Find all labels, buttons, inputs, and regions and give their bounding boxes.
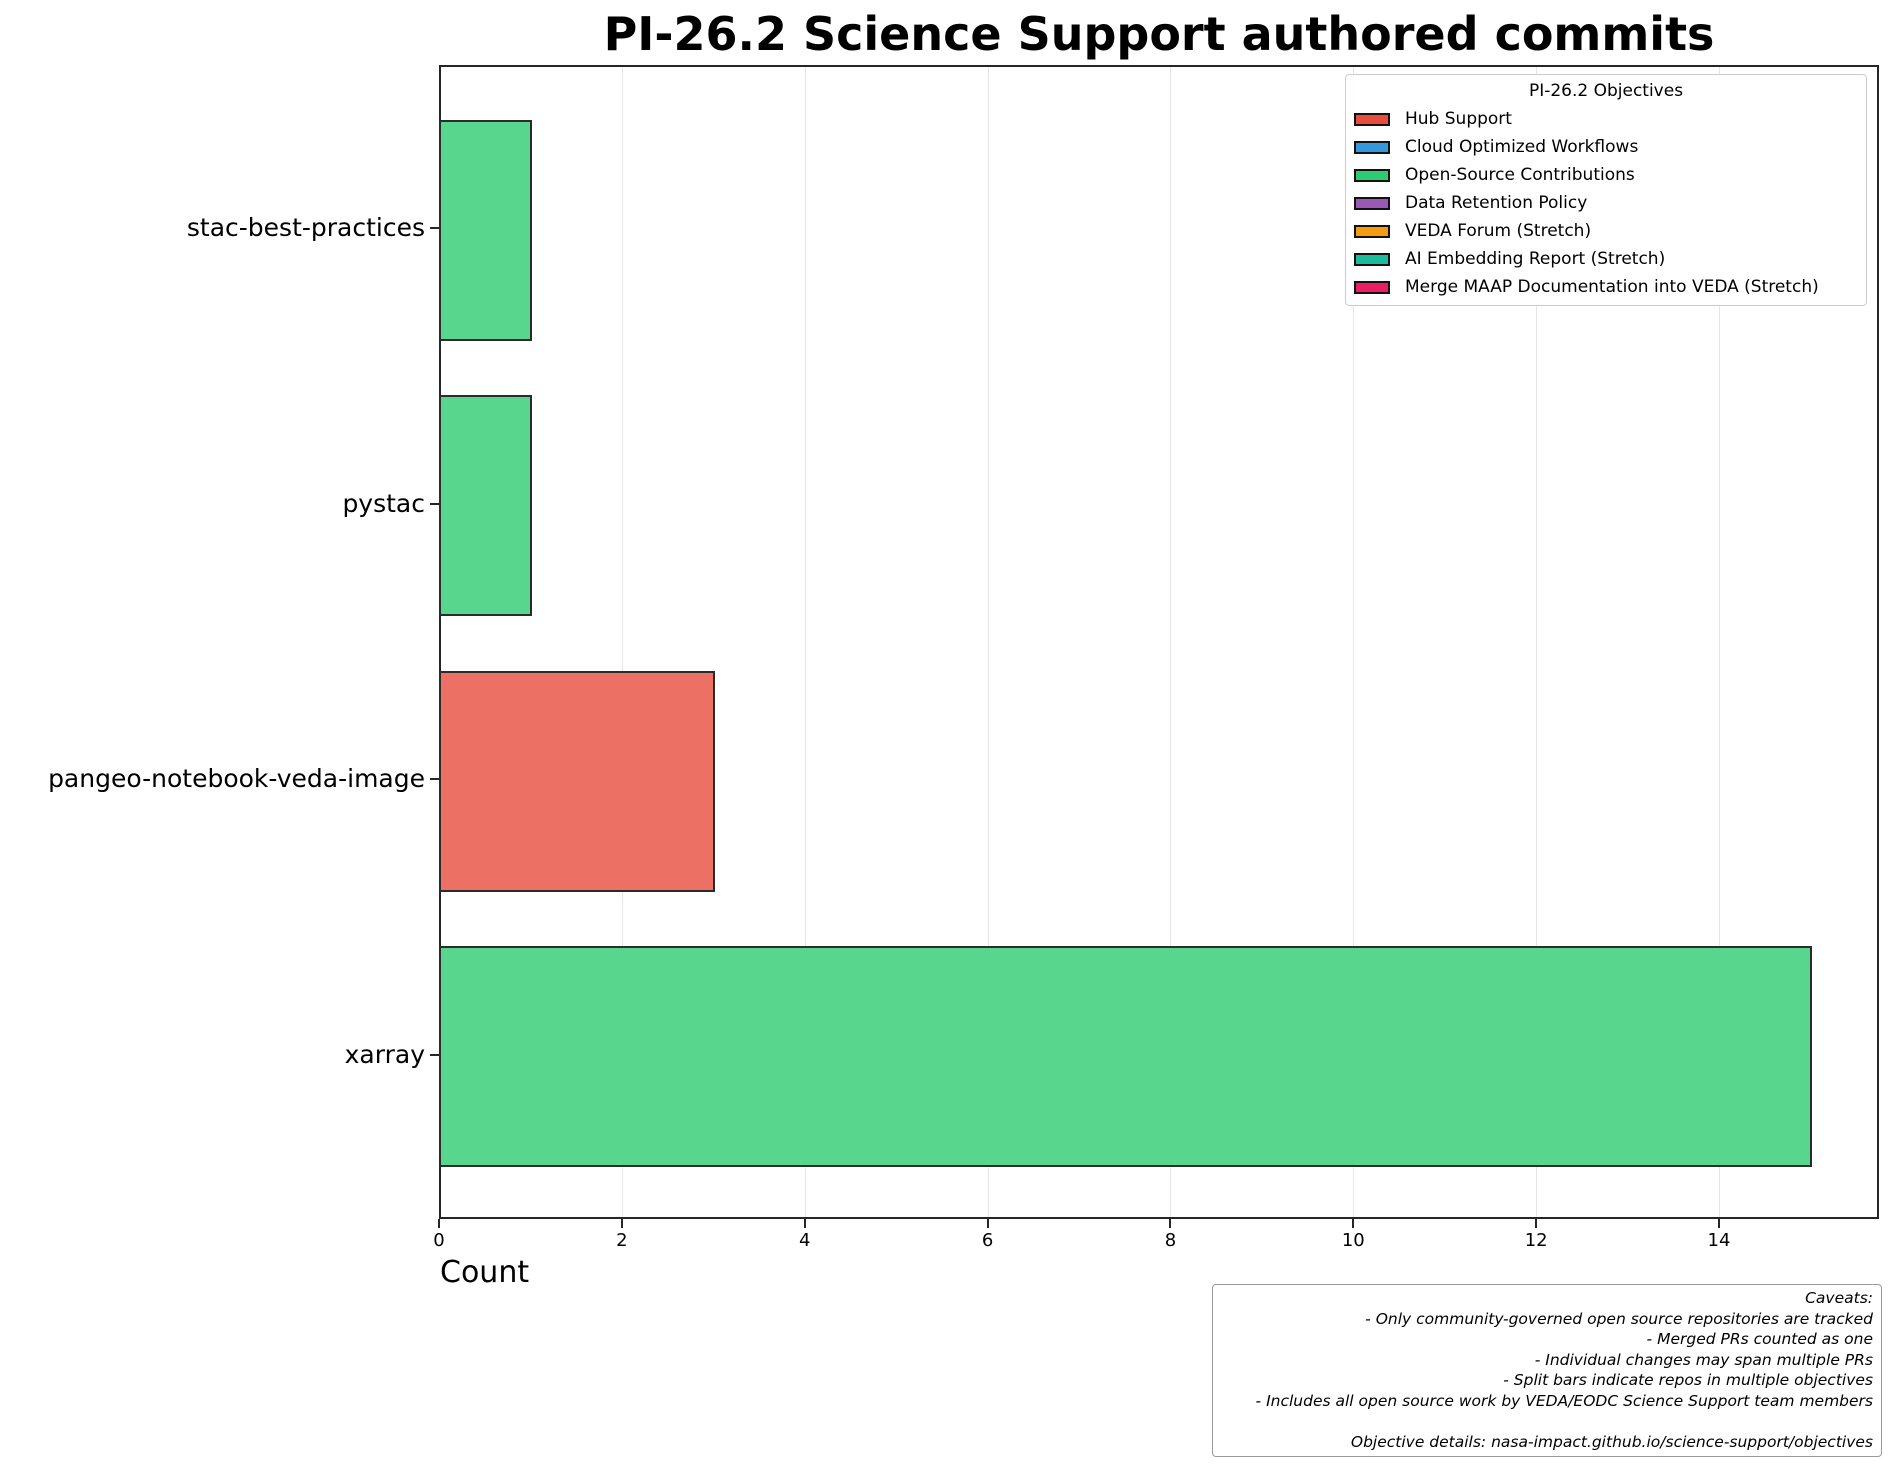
- legend-swatch-icon: [1354, 196, 1390, 210]
- y-tick: [430, 1053, 439, 1056]
- caveat-line: - Merged PRs counted as one: [1646, 1330, 1873, 1348]
- x-tick-label: 6: [981, 1230, 994, 1251]
- legend-swatch-icon: [1354, 252, 1390, 266]
- legend-label: Data Retention Policy: [1405, 193, 1588, 213]
- bar-stac-best-practices: [439, 119, 533, 341]
- bar-pangeo-notebook-veda-image: [439, 670, 716, 892]
- y-tick-label: pystac: [342, 488, 425, 518]
- x-gridline: [1353, 67, 1355, 1217]
- chart-title: PI-26.2 Science Support authored commits: [603, 7, 1715, 61]
- caveat-line: - Includes all open source work by VEDA/…: [1255, 1391, 1873, 1410]
- legend: PI-26.2 Objectives Hub Support Cloud Opti…: [1345, 74, 1867, 306]
- bar-pystac: [439, 395, 533, 616]
- y-tick-label: xarray: [344, 1039, 425, 1069]
- x-tick-label: 14: [1707, 1230, 1731, 1251]
- legend-label: Merge MAAP Documentation into VEDA (Stre…: [1405, 277, 1819, 297]
- y-tick-label: pangeo-notebook-veda-image: [48, 764, 425, 793]
- legend-swatch-icon: [1354, 224, 1390, 238]
- x-gridline: [1170, 67, 1172, 1217]
- y-tick-label: stac-best-practices: [186, 213, 425, 242]
- x-gridline: [987, 67, 989, 1217]
- caveat-line: - Split bars indicate repos in multiple …: [1503, 1371, 1873, 1389]
- x-tick: [620, 1219, 623, 1228]
- x-tick: [1352, 1219, 1355, 1228]
- legend-label: AI Embedding Report (Stretch): [1405, 249, 1666, 269]
- x-tick-label: 12: [1524, 1230, 1548, 1251]
- legend-item: Hub Support: [1354, 105, 1858, 133]
- legend-title: PI-26.2 Objectives: [1528, 81, 1684, 101]
- y-tick: [430, 778, 439, 780]
- x-tick-label: 4: [798, 1230, 811, 1251]
- y-tick: [430, 502, 439, 505]
- x-tick: [1718, 1219, 1720, 1228]
- x-gridline: [1536, 67, 1538, 1217]
- caveats-footer: Objective details: nasa-impact.github.io…: [1350, 1432, 1873, 1451]
- y-tick: [430, 227, 439, 229]
- x-axis-title: Count: [440, 1255, 530, 1290]
- caveat-lines: - Only community-governed open source re…: [1221, 1309, 1873, 1412]
- x-tick: [438, 1219, 440, 1228]
- legend-swatch-icon: [1354, 140, 1390, 154]
- legend-swatch-icon: [1354, 280, 1390, 294]
- legend-item: Open-Source Contributions: [1354, 161, 1858, 189]
- x-tick: [1535, 1219, 1538, 1228]
- legend-label: Open-Source Contributions: [1405, 165, 1635, 185]
- x-tick-label: 10: [1341, 1230, 1365, 1251]
- x-tick-label: 0: [433, 1230, 445, 1251]
- legend-label: VEDA Forum (Stretch): [1405, 221, 1592, 241]
- x-gridline: [804, 67, 806, 1217]
- legend-swatch-icon: [1354, 112, 1390, 126]
- legend-item: AI Embedding Report (Stretch): [1354, 245, 1858, 273]
- x-gridline: [1719, 67, 1720, 1217]
- x-tick-label: 8: [1164, 1230, 1177, 1251]
- legend-items: Hub Support Cloud Optimized Workflows Open…: [1354, 105, 1858, 301]
- x-gridline: [621, 67, 623, 1217]
- caveats-title: Caveats:: [1805, 1289, 1873, 1307]
- bar-xarray: [439, 946, 1813, 1167]
- caveats-box: Caveats: - Only community-governed open …: [1212, 1284, 1882, 1457]
- legend-swatch-icon: [1354, 168, 1390, 182]
- legend-item: Data Retention Policy: [1354, 189, 1858, 217]
- legend-label: Cloud Optimized Workflows: [1405, 137, 1639, 157]
- legend-item: Cloud Optimized Workflows: [1354, 133, 1858, 161]
- x-tick: [803, 1219, 806, 1228]
- caveat-line: - Only community-governed open source re…: [1365, 1309, 1873, 1328]
- x-tick: [1169, 1219, 1172, 1228]
- x-tick-label: 2: [616, 1230, 628, 1251]
- legend-item: Merge MAAP Documentation into VEDA (Stre…: [1354, 273, 1858, 301]
- x-tick: [986, 1219, 989, 1228]
- legend-label: Hub Support: [1405, 109, 1512, 129]
- legend-item: VEDA Forum (Stretch): [1354, 217, 1858, 245]
- caveat-line: - Individual changes may span multiple P…: [1534, 1350, 1873, 1369]
- caveat-spacer: [1221, 1411, 1873, 1432]
